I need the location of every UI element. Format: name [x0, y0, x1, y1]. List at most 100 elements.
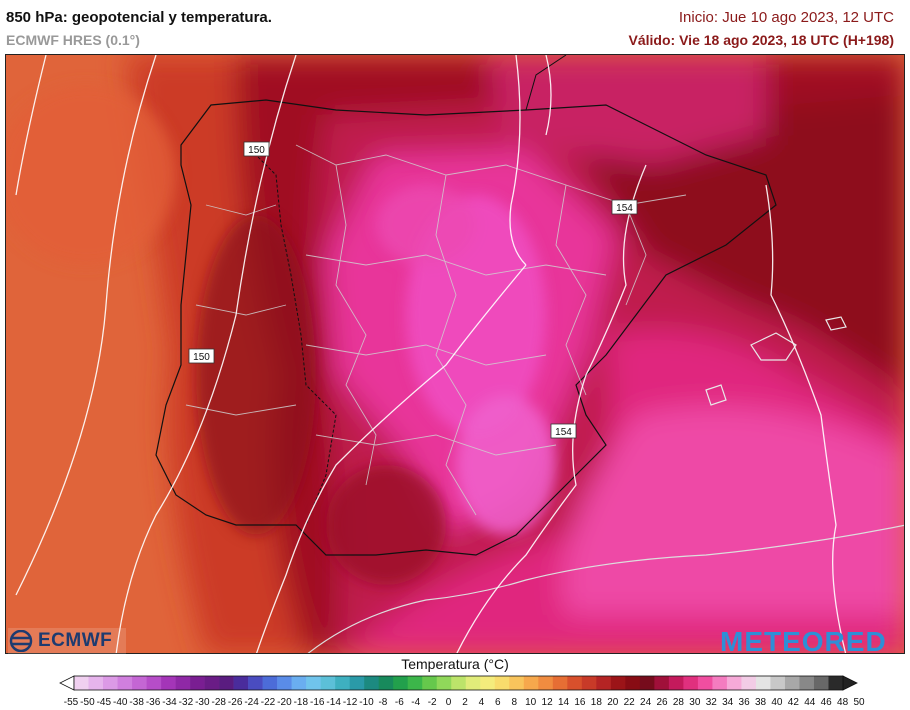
- init-time: Inicio: Jue 10 ago 2023, 12 UTC: [678, 9, 894, 26]
- legend-swatch: [436, 676, 452, 690]
- legend-tick-label: -50: [80, 697, 95, 708]
- legend-swatch: [726, 676, 742, 690]
- legend-swatch: [610, 676, 626, 690]
- meteored-logo: METEORED: [720, 626, 887, 657]
- legend-swatch: [813, 676, 829, 690]
- legend-ticks: -55 -50 -45 -40 -38 -36 -34 -32 -30 -28 -26 -24 -22-…: [64, 697, 865, 709]
- legend-swatch: [494, 676, 510, 690]
- legend-tick-label: -18: [293, 697, 309, 708]
- legend-swatch: [465, 676, 481, 690]
- legend-swatch: [190, 676, 205, 690]
- legend-tick-label: 16: [574, 697, 586, 708]
- legend-swatch: [654, 676, 670, 690]
- legend-swatch: [741, 676, 757, 690]
- legend-tick-label: -26: [227, 697, 243, 708]
- legend-swatch: [639, 676, 655, 690]
- legend-swatch: [219, 676, 234, 690]
- map-canvas: 150 154 150 154: [6, 55, 904, 653]
- legend-swatch: [349, 676, 365, 690]
- svg-text:150: 150: [248, 145, 265, 156]
- legend-swatch: [103, 676, 118, 690]
- contour-label: 154: [611, 199, 638, 215]
- legend-tick-label: 46: [820, 697, 832, 708]
- legend-swatch: [480, 676, 496, 690]
- contour-label: 150: [243, 141, 270, 157]
- legend-tick-label: 0: [445, 697, 452, 708]
- legend-swatch: [567, 676, 583, 690]
- legend-tick-label: 36: [738, 697, 750, 708]
- legend-swatch: [175, 676, 191, 690]
- legend-tick-label: 50: [853, 697, 865, 708]
- legend-tick-label: 2: [462, 697, 468, 708]
- legend-tick-label: 10: [525, 697, 537, 708]
- legend-tick-label: 44: [804, 697, 816, 708]
- legend-swatch: [712, 676, 728, 690]
- legend-tick-label: -14: [326, 697, 341, 708]
- contour-label: 150: [188, 348, 215, 364]
- legend-tick-label: -20: [277, 697, 292, 708]
- coastline: [155, 99, 777, 556]
- legend-title: Temperatura (°C): [401, 656, 509, 672]
- legend-tick-label: 28: [672, 697, 684, 708]
- legend-tick-label: 26: [656, 697, 668, 708]
- legend-tick-label: -2: [427, 697, 437, 708]
- legend-tick-label: 32: [705, 697, 717, 708]
- legend-swatch: [552, 676, 568, 690]
- legend-swatch: [596, 676, 612, 690]
- legend-tick-label: -30: [195, 697, 210, 708]
- legend-swatch: [291, 676, 307, 690]
- legend-swatch: [320, 676, 336, 690]
- legend-swatch: [422, 676, 438, 690]
- legend-swatch: [581, 676, 597, 690]
- legend-tick-label: -32: [178, 697, 194, 708]
- svg-text:154: 154: [616, 203, 633, 214]
- legend-swatch: [88, 676, 104, 690]
- legend-tick-label: 8: [511, 697, 518, 708]
- legend-swatch: [538, 676, 554, 690]
- ecmwf-logo: ECMWF: [8, 628, 126, 654]
- legend-swatch: [378, 676, 394, 690]
- legend-tick-label: 34: [722, 697, 734, 708]
- legend-swatch: [770, 676, 786, 690]
- legend-max-arrow: [842, 675, 858, 691]
- legend-swatch: [117, 676, 133, 690]
- legend-min-arrow: [59, 675, 75, 691]
- temperature-map[interactable]: 150 154 150 154: [5, 54, 905, 654]
- legend-swatch: [393, 676, 409, 690]
- legend-tick-label: -8: [378, 697, 388, 708]
- legend-tick-label: -10: [359, 697, 374, 708]
- legend-tick-label: -4: [411, 697, 421, 708]
- legend-swatch: [828, 676, 844, 690]
- ecmwf-globe-icon: [9, 630, 33, 652]
- legend-swatch: [799, 676, 815, 690]
- legend-tick-label: 48: [837, 697, 849, 708]
- legend-tick-label: 6: [495, 697, 501, 708]
- legend-swatch: [523, 676, 539, 690]
- legend-swatch: [625, 676, 641, 690]
- svg-text:154: 154: [555, 427, 572, 438]
- legend-tick-label: -45: [96, 697, 112, 708]
- legend-swatch: [132, 676, 147, 690]
- legend-tick-label: 22: [623, 697, 635, 708]
- legend-tick-label: -36: [145, 697, 161, 708]
- legend-tick-label: 14: [557, 697, 570, 708]
- legend-swatch: [755, 676, 771, 690]
- legend-swatch: [277, 676, 292, 690]
- legend-tick-label: 12: [541, 697, 553, 708]
- legend-tick-label: -34: [162, 697, 177, 708]
- legend-swatch: [262, 676, 278, 690]
- model-label: ECMWF HRES (0.1°): [6, 32, 140, 48]
- legend-tick-label: 20: [607, 697, 619, 708]
- legend-tick-label: -12: [342, 697, 358, 708]
- legend-swatch: [233, 676, 249, 690]
- svg-text:150: 150: [193, 352, 210, 363]
- legend-swatch: [697, 676, 713, 690]
- contour-label: 154: [550, 423, 577, 439]
- legend-swatch: [146, 676, 162, 690]
- legend-tick-label: 24: [640, 697, 652, 708]
- legend-tick-label: 42: [787, 697, 799, 708]
- legend-swatch: [451, 676, 467, 690]
- legend-tick-label: -40: [113, 697, 128, 708]
- legend-tick-label: 40: [771, 697, 783, 708]
- valid-time: Válido: Vie 18 ago 2023, 18 UTC (H+198): [628, 32, 894, 48]
